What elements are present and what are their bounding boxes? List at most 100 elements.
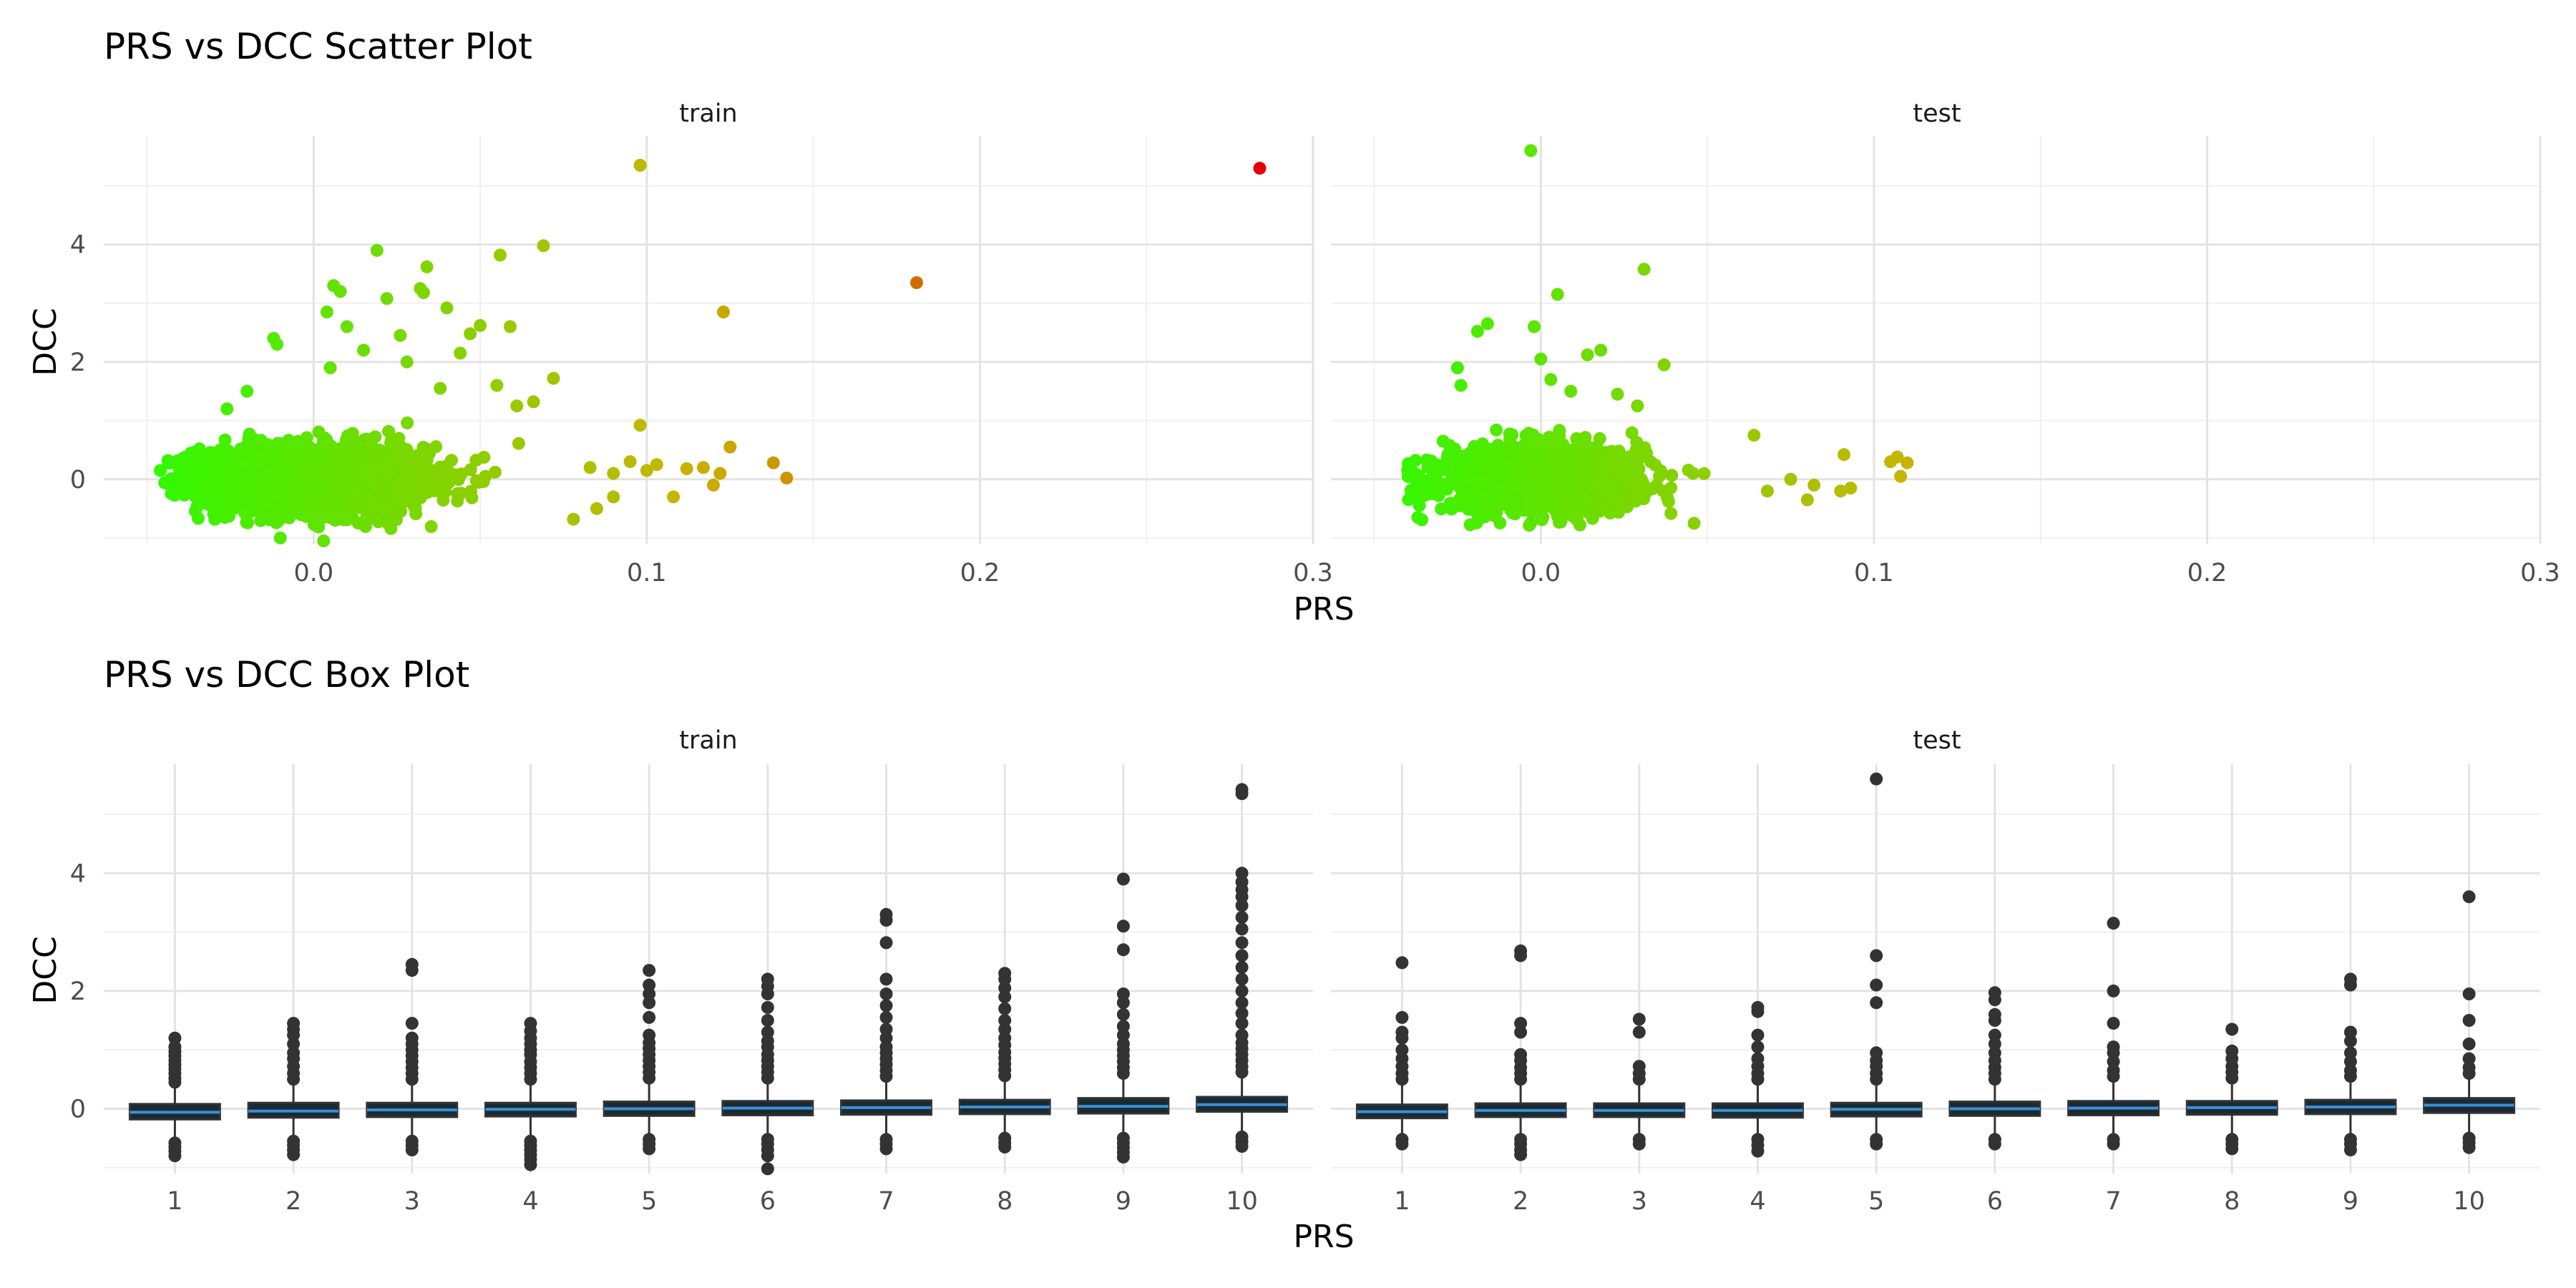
scatter-point bbox=[382, 424, 396, 438]
box-x-tick-label: 6 bbox=[1987, 1187, 2003, 1216]
scatter-point bbox=[1543, 487, 1556, 500]
box-outlier-point bbox=[1751, 1144, 1765, 1158]
scatter-point bbox=[416, 286, 430, 299]
scatter-point bbox=[342, 437, 355, 451]
box-x-tick-label: 9 bbox=[1116, 1187, 1131, 1216]
box-outlier-point bbox=[761, 1149, 774, 1163]
scatter-point bbox=[371, 464, 385, 478]
scatter-point bbox=[454, 346, 467, 360]
scatter-point bbox=[1578, 477, 1591, 490]
box-x-tick-label: 8 bbox=[997, 1187, 1013, 1216]
scatter-point bbox=[1687, 517, 1701, 530]
box-outlier-point bbox=[879, 1023, 893, 1036]
scatter-point bbox=[464, 327, 477, 341]
box-outlier-point bbox=[287, 1017, 301, 1030]
box-outlier-point bbox=[1235, 1028, 1249, 1042]
box-x-tick-label: 4 bbox=[522, 1187, 538, 1216]
scatter-point bbox=[409, 502, 422, 515]
box-outlier-point bbox=[643, 1010, 656, 1024]
box-outlier-point bbox=[2462, 890, 2476, 904]
scatter-point bbox=[248, 473, 261, 487]
scatter-plot-title: PRS vs DCC Scatter Plot bbox=[104, 26, 532, 67]
scatter-point bbox=[1665, 469, 1679, 482]
scatter-point bbox=[420, 453, 434, 467]
box-outlier-point bbox=[1751, 1000, 1765, 1014]
box-y-tick-label: 0 bbox=[70, 1095, 86, 1123]
scatter-point bbox=[180, 483, 193, 497]
scatter-x-tick-label: 0.0 bbox=[293, 559, 333, 587]
scatter-x-tick-label: 0.1 bbox=[1854, 559, 1894, 587]
scatter-point bbox=[623, 455, 637, 469]
box-outlier-point bbox=[1870, 949, 1883, 962]
mark-layer bbox=[128, 144, 2516, 1176]
scatter-point bbox=[1545, 454, 1558, 468]
scatter-point bbox=[1445, 502, 1458, 516]
scatter-point bbox=[164, 479, 177, 492]
scatter-point bbox=[707, 479, 720, 492]
box-outlier-point bbox=[1235, 783, 1249, 796]
box-outlier-point bbox=[998, 967, 1012, 980]
box-outlier-point bbox=[1235, 911, 1249, 924]
scatter-point bbox=[713, 467, 727, 480]
scatter-point bbox=[1531, 445, 1544, 459]
scatter-point bbox=[1637, 263, 1651, 276]
box-outlier-point bbox=[1632, 1137, 1646, 1151]
scatter-y-axis-label: DCC bbox=[27, 308, 64, 376]
scatter-point bbox=[220, 462, 233, 475]
scatter-point bbox=[1611, 387, 1624, 401]
box-outlier-point bbox=[2462, 1141, 2476, 1154]
box-outlier-point bbox=[1870, 978, 1883, 992]
scatter-point bbox=[1577, 466, 1591, 479]
box-outlier-point bbox=[1751, 1028, 1765, 1042]
scatter-point bbox=[1472, 455, 1485, 469]
scatter-point bbox=[1784, 472, 1797, 486]
scatter-point bbox=[1534, 352, 1548, 366]
box-outlier-point bbox=[761, 1000, 774, 1014]
scatter-point bbox=[1894, 469, 1908, 483]
scatter-point bbox=[1649, 458, 1662, 472]
scatter-facet-label-test: test bbox=[1913, 99, 1961, 128]
box-outlier-point bbox=[1514, 1048, 1528, 1061]
scatter-point bbox=[780, 472, 794, 485]
scatter-point bbox=[1564, 384, 1578, 398]
box-outlier-point bbox=[1632, 1013, 1646, 1026]
scatter-point bbox=[370, 243, 384, 257]
scatter-point bbox=[1451, 469, 1464, 483]
scatter-point bbox=[1415, 513, 1428, 527]
scatter-point bbox=[1834, 484, 1848, 498]
scatter-point bbox=[1500, 491, 1513, 504]
scatter-point bbox=[220, 447, 234, 461]
scatter-point bbox=[380, 292, 394, 306]
box-x-tick-label: 6 bbox=[760, 1187, 776, 1216]
scatter-point bbox=[400, 489, 414, 502]
box-outlier-point bbox=[1988, 1028, 2001, 1042]
box-x-tick-label: 2 bbox=[1513, 1187, 1528, 1216]
box-outlier-point bbox=[2462, 1052, 2476, 1065]
scatter-point bbox=[359, 480, 373, 494]
scatter-point bbox=[440, 301, 454, 315]
scatter-point bbox=[400, 355, 414, 369]
box-outlier-point bbox=[879, 1142, 893, 1156]
box-outlier-point bbox=[1395, 1043, 1409, 1057]
scatter-point bbox=[1625, 426, 1639, 439]
box-outlier-point bbox=[998, 1014, 1012, 1027]
box-x-tick-label: 9 bbox=[2343, 1187, 2358, 1216]
box-outlier-point bbox=[1235, 984, 1249, 997]
box-outlier-point bbox=[879, 999, 893, 1013]
scatter-point bbox=[1682, 464, 1695, 477]
box-outlier-point bbox=[1988, 1008, 2001, 1021]
box-outlier-point bbox=[1116, 872, 1130, 886]
scatter-point bbox=[271, 467, 285, 480]
scatter-point bbox=[273, 531, 287, 545]
box-outlier-point bbox=[1751, 1040, 1765, 1054]
scatter-x-tick-label: 0.2 bbox=[960, 559, 1000, 587]
scatter-point bbox=[434, 460, 447, 474]
scatter-point bbox=[1901, 456, 1914, 469]
scatter-point bbox=[1697, 467, 1711, 480]
scatter-point bbox=[1524, 144, 1538, 157]
scatter-point bbox=[384, 436, 397, 450]
scatter-point bbox=[650, 458, 663, 472]
box-outlier-point bbox=[1870, 1046, 1883, 1060]
scatter-point bbox=[1506, 428, 1519, 441]
box-outlier-point bbox=[643, 978, 656, 992]
